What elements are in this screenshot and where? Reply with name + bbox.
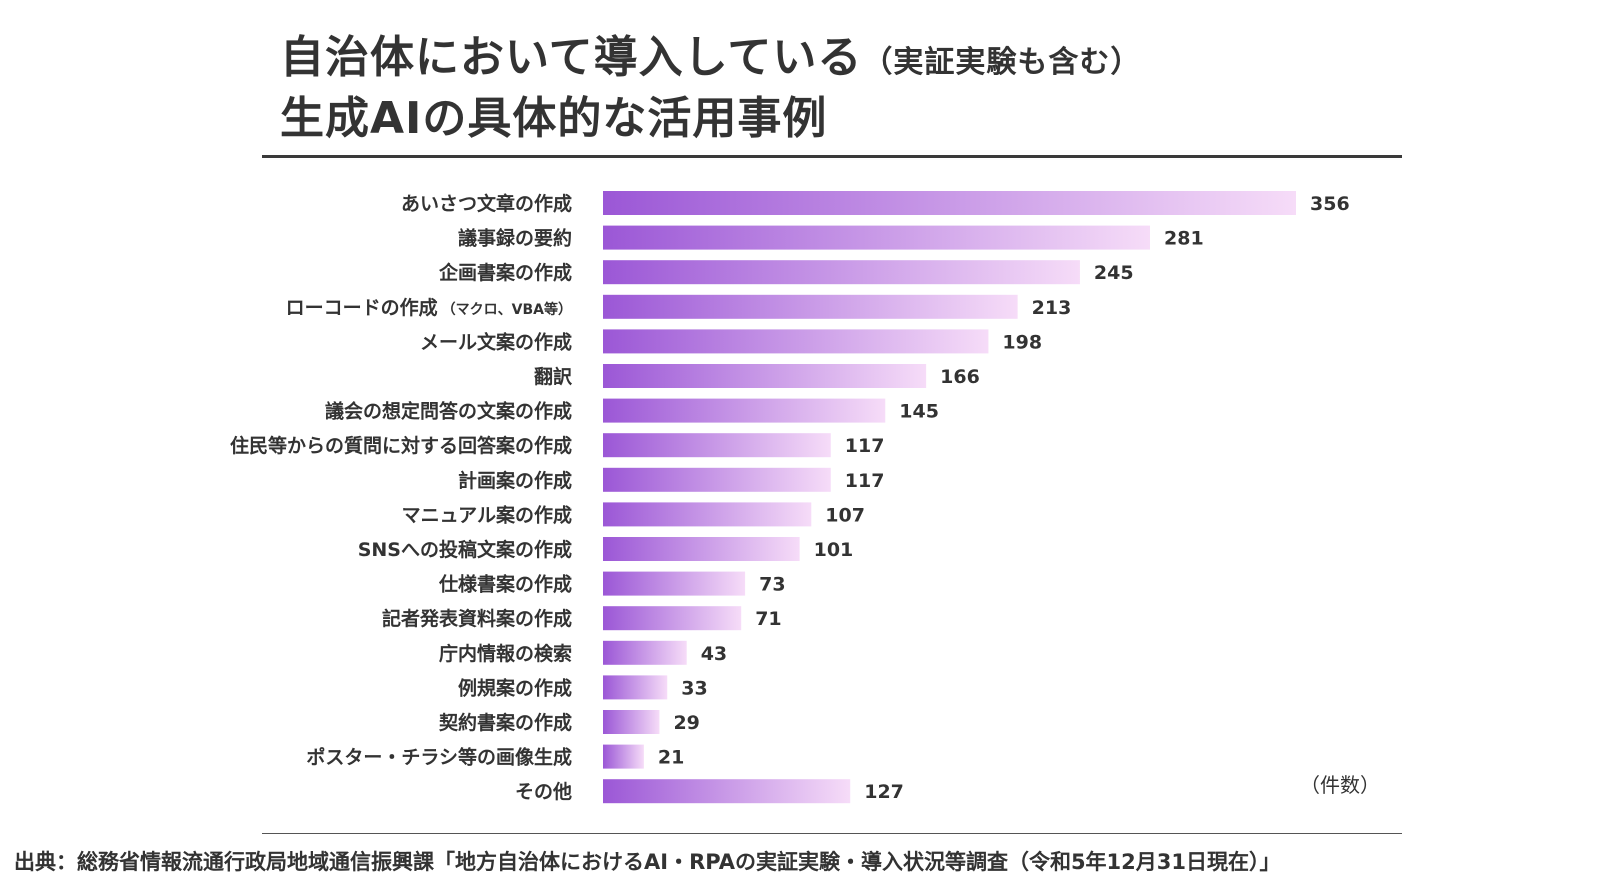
bar-11	[603, 571, 746, 596]
value-label-4: 198	[1002, 331, 1042, 353]
value-label-17: 127	[864, 781, 904, 803]
value-label-16: 21	[658, 747, 684, 769]
category-label-3: ローコードの作成 （マクロ、VBA等）	[286, 296, 572, 319]
category-label-14: 例規案の作成	[458, 676, 572, 699]
bar-1	[603, 225, 1151, 250]
category-label-11: 仕様書案の作成	[438, 573, 572, 596]
bar-4	[603, 329, 989, 354]
bar-12	[603, 606, 742, 631]
bar-14	[603, 675, 668, 700]
value-label-0: 356	[1310, 193, 1350, 215]
bar-8	[603, 467, 831, 492]
category-label-6: 議会の想定問答の文案の作成	[325, 400, 572, 423]
category-label-5: 翻訳	[534, 365, 573, 388]
value-label-12: 71	[755, 608, 781, 630]
bar-9	[603, 502, 812, 527]
value-label-5: 166	[940, 366, 980, 388]
title-line1-main: 自治体において導入している	[280, 32, 863, 83]
category-label-9: マニュアル案の作成	[402, 503, 572, 526]
value-label-13: 43	[701, 643, 727, 665]
bottom-divider	[262, 833, 1402, 834]
value-label-2: 245	[1094, 262, 1134, 284]
title-divider	[262, 155, 1402, 158]
title-line1-paren: （実証実験も含む）	[862, 45, 1142, 80]
value-label-9: 107	[825, 504, 865, 526]
category-label-13: 庁内情報の検索	[439, 642, 572, 665]
bar-6	[603, 398, 886, 423]
value-label-7: 117	[845, 435, 885, 457]
unit-label: （件数）	[1300, 773, 1380, 797]
bar-17	[603, 779, 851, 804]
category-label-12: 記者発表資料案の作成	[382, 607, 572, 630]
bar-16	[603, 744, 644, 769]
category-label-0: あいさつ文章の作成	[401, 192, 572, 215]
bar-10	[603, 537, 800, 561]
category-label-17: その他	[515, 780, 572, 803]
value-label-10: 101	[814, 539, 854, 561]
value-label-11: 73	[759, 574, 785, 596]
category-label-7: 住民等からの質問に対する回答案の作成	[230, 434, 572, 457]
category-label-8: 計画案の作成	[458, 469, 572, 492]
value-label-8: 117	[845, 470, 885, 492]
bar-15	[603, 710, 660, 734]
category-label-4: メール文案の作成	[420, 330, 572, 353]
value-label-1: 281	[1164, 228, 1204, 250]
value-label-15: 29	[673, 712, 699, 734]
bar-0	[603, 191, 1296, 215]
bar-7	[603, 433, 831, 458]
category-label-2: 企画書案の作成	[438, 261, 572, 284]
category-label-1: 議事録の要約	[458, 227, 572, 250]
bar-13	[603, 640, 687, 665]
title-line2: 生成AIの具体的な活用事例	[280, 93, 828, 144]
value-label-6: 145	[899, 401, 939, 423]
category-label-16: ポスター・チラシ等の画像生成	[306, 746, 572, 769]
category-label-10: SNSへの投稿文案の作成	[358, 538, 572, 561]
bar-2	[603, 260, 1080, 285]
bar-3	[603, 294, 1018, 319]
value-label-3: 213	[1032, 297, 1072, 319]
chart-title: 自治体において導入している（実証実験も含む） 生成AIの具体的な活用事例	[280, 30, 1141, 147]
category-label-15: 契約書案の作成	[438, 711, 572, 734]
source-citation: 出典：総務省情報流通行政局地域通信振興課「地方自治体におけるAI・RPAの実証実…	[14, 850, 1281, 874]
value-label-14: 33	[681, 677, 707, 699]
bar-5	[603, 364, 927, 388]
